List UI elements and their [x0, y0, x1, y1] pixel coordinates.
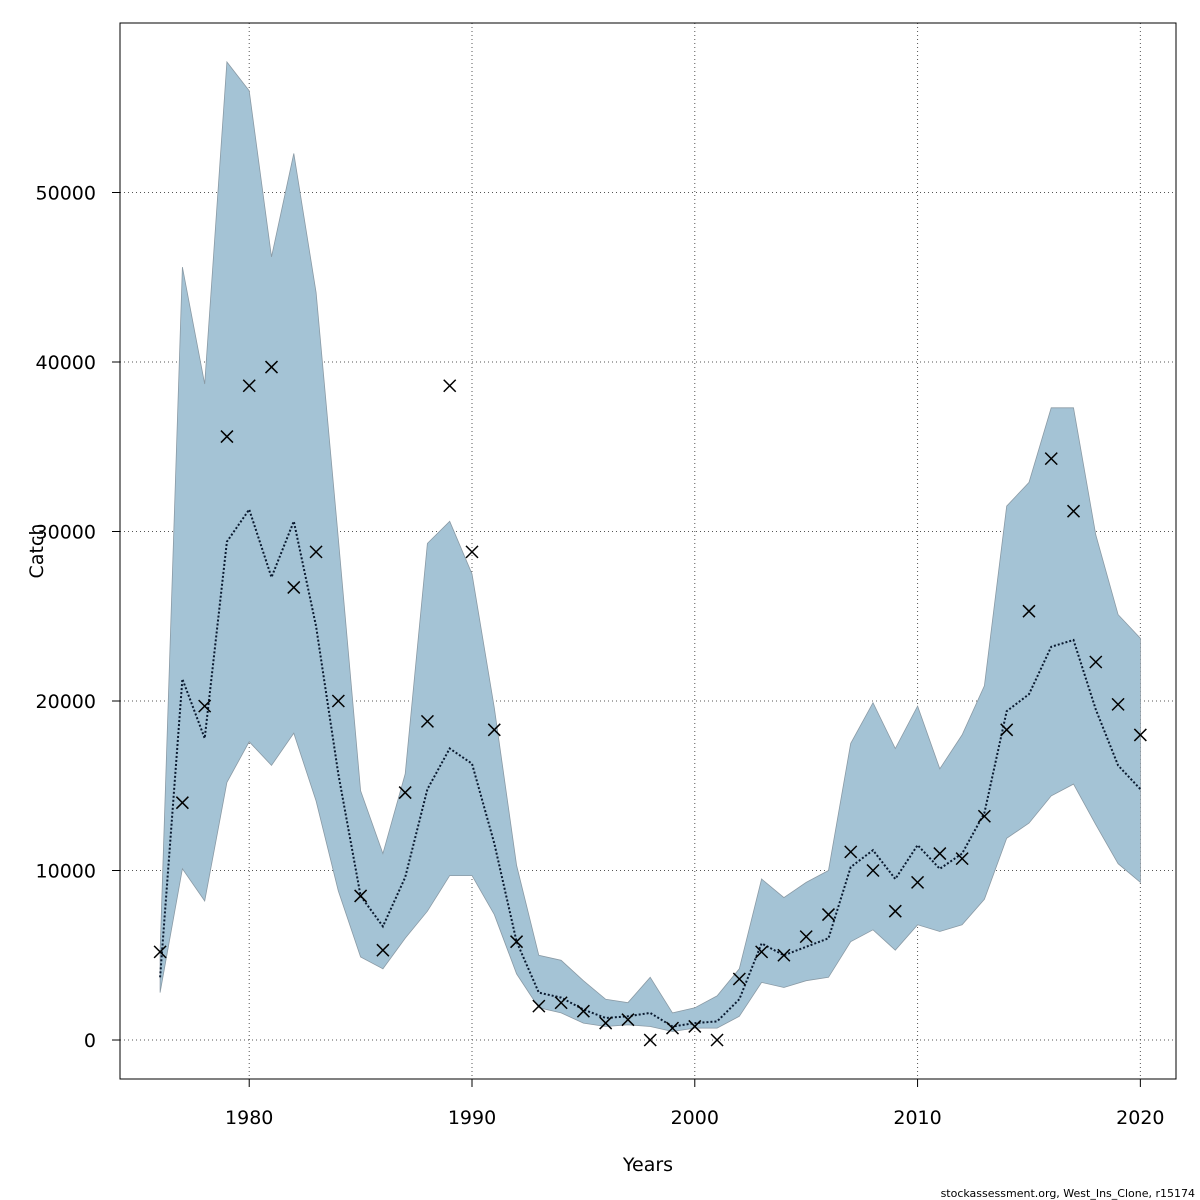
- y-tick-label: 10000: [36, 861, 96, 883]
- confidence-band-area: [159, 60, 1141, 1032]
- observed-point: [465, 545, 479, 559]
- credit-text: stockassessment.org, West_Ins_Clone, r15…: [941, 1187, 1195, 1200]
- observed-point: [354, 889, 368, 903]
- observed-point: [220, 430, 234, 444]
- y-axis-title: Catch: [26, 524, 48, 579]
- observed-point: [264, 360, 279, 374]
- observed-point: [510, 935, 524, 949]
- observed-point: [1044, 452, 1058, 466]
- observed-point: [599, 1016, 613, 1030]
- y-tick-label: 0: [84, 1030, 96, 1052]
- x-tick-label: 2010: [893, 1107, 941, 1129]
- observed-point: [532, 999, 546, 1013]
- observed-point: [799, 930, 813, 944]
- x-tick-label: 2020: [1116, 1107, 1164, 1129]
- observed-point: [242, 379, 256, 393]
- observed-point: [153, 945, 167, 959]
- observed-point: [376, 943, 390, 957]
- x-tick-label: 1990: [448, 1107, 496, 1129]
- observed-point: [175, 796, 189, 810]
- observed-point: [888, 904, 902, 918]
- y-tick-label: 40000: [36, 352, 96, 374]
- observed-point: [911, 875, 925, 889]
- observed-point: [1022, 604, 1036, 618]
- x-tick-label: 1980: [225, 1107, 273, 1129]
- observed-point: [821, 908, 835, 922]
- observed-point: [844, 845, 858, 859]
- observed-point: [198, 699, 212, 713]
- confidence-band: [159, 60, 1141, 1032]
- observed-point: [576, 1004, 590, 1018]
- estimate-line: [159, 507, 1142, 1028]
- observed-point: [398, 786, 412, 800]
- observed-point: [309, 545, 323, 559]
- estimate-line-path: [159, 507, 1142, 1028]
- observed-point: [443, 379, 457, 393]
- x-axis: 1980 1990 2000 2010 2020: [225, 1079, 1165, 1129]
- y-tick-label: 20000: [36, 691, 96, 713]
- observed-point: [755, 945, 769, 959]
- observed-point: [487, 723, 501, 737]
- observed-point: [643, 1033, 657, 1047]
- observed-point: [955, 852, 969, 866]
- observed-point: [1111, 697, 1125, 711]
- x-tick-label: 2000: [671, 1107, 719, 1129]
- observed-point: [933, 847, 947, 861]
- observed-point: [866, 863, 880, 878]
- x-axis-title: Years: [622, 1154, 673, 1176]
- observed-point: [777, 948, 791, 962]
- observed-point: [710, 1033, 724, 1047]
- y-tick-label: 50000: [36, 183, 96, 205]
- observed-point: [688, 1019, 702, 1033]
- observed-point: [1000, 723, 1014, 737]
- observed-point: [977, 809, 991, 823]
- observed-point: [331, 694, 345, 708]
- observed-point: [1089, 655, 1103, 669]
- observed-point: [621, 1013, 635, 1027]
- y-tick-label: 30000: [36, 522, 96, 544]
- observed-point: [1133, 728, 1147, 742]
- observed-point: [554, 996, 568, 1010]
- observed-point: [665, 1021, 680, 1035]
- y-axis: 0 10000 20000 30000 40000 50000: [36, 183, 120, 1052]
- observed-point: [1066, 504, 1081, 518]
- observed-point: [287, 580, 301, 594]
- observed-point: [420, 714, 434, 728]
- observed-points: [153, 360, 1147, 1047]
- plot-frame: [119, 22, 1177, 1080]
- observed-point: [732, 972, 746, 986]
